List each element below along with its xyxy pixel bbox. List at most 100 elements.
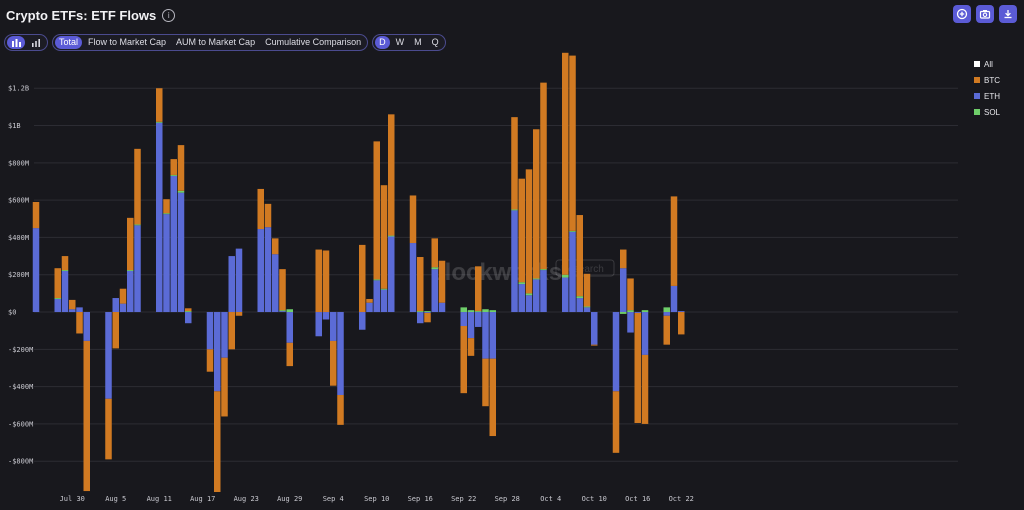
bar-segment-sol bbox=[482, 309, 489, 313]
bar-segment-btc bbox=[235, 312, 243, 316]
bar-group bbox=[489, 310, 496, 437]
bar-segment-btc bbox=[460, 326, 467, 394]
bar-group bbox=[286, 309, 293, 367]
bar-group bbox=[417, 257, 424, 324]
bar-segment-eth bbox=[112, 298, 119, 313]
bar-segment-btc bbox=[670, 196, 678, 286]
bar-segment-sol bbox=[460, 307, 467, 313]
bar-group bbox=[61, 256, 69, 313]
bar-segment-btc bbox=[163, 199, 170, 214]
bar-group bbox=[127, 217, 134, 313]
controls-row: Total Flow to Market Cap AUM to Market C… bbox=[4, 34, 446, 51]
bar-segment-btc bbox=[112, 312, 119, 349]
download-icon[interactable] bbox=[999, 5, 1017, 23]
bar-group bbox=[424, 311, 431, 323]
bar-segment-eth bbox=[257, 229, 264, 313]
bar-segment-sol bbox=[61, 270, 69, 271]
bar-segment-sol bbox=[177, 190, 185, 193]
bar-segment-eth bbox=[279, 311, 286, 313]
bar-segment-btc bbox=[663, 315, 670, 345]
bar-group bbox=[663, 307, 670, 345]
bar-segment-eth bbox=[366, 302, 373, 313]
bar-segment-btc bbox=[634, 312, 641, 423]
x-tick-label: Aug 29 bbox=[277, 495, 302, 503]
bar-group bbox=[620, 249, 627, 314]
bar-segment-sol bbox=[627, 310, 634, 313]
bar-group bbox=[322, 250, 330, 320]
bar-segment-btc bbox=[540, 82, 547, 270]
bar-segment-eth bbox=[627, 312, 634, 333]
bar-segment-sol bbox=[424, 311, 431, 313]
bar-segment-eth bbox=[105, 312, 112, 399]
bar-segment-btc bbox=[438, 260, 446, 303]
bar-segment-eth bbox=[337, 312, 344, 396]
legend-item-all[interactable]: All bbox=[974, 56, 1000, 72]
tab-cumulative-comparison[interactable]: Cumulative Comparison bbox=[265, 37, 362, 47]
bar-segment-btc bbox=[612, 391, 620, 453]
bar-segment-eth bbox=[518, 284, 525, 313]
legend-item-eth[interactable]: ETH bbox=[974, 88, 1000, 104]
bar-segment-btc bbox=[286, 342, 293, 367]
bar-segment-btc bbox=[119, 288, 127, 304]
bar-segment-sol bbox=[533, 278, 540, 280]
etf-flows-chart[interactable]: -$800M -$600M -$400M -$200M $0 $200M $400M $600… bbox=[0, 50, 970, 510]
period-monthly[interactable]: M bbox=[414, 37, 422, 47]
bar-group bbox=[475, 266, 482, 327]
tab-total[interactable]: Total bbox=[55, 36, 83, 49]
bar-segment-sol bbox=[511, 209, 518, 211]
bar-segment-btc bbox=[83, 340, 90, 492]
bar-segment-sol bbox=[380, 288, 388, 290]
bar-segment-btc bbox=[518, 178, 525, 283]
bar-group bbox=[569, 55, 576, 313]
bar-segment-sol bbox=[467, 310, 475, 313]
bar-segment-sol bbox=[489, 310, 496, 313]
add-circle-icon[interactable] bbox=[953, 5, 971, 23]
toolbar-actions bbox=[953, 5, 1017, 23]
tab-flow-to-market-cap[interactable]: Flow to Market Cap bbox=[88, 37, 167, 47]
chart-legend: All BTC ETH SOL bbox=[974, 56, 1000, 120]
x-tick-label: Sep 16 bbox=[408, 495, 433, 503]
watermark-logo: blockworks bbox=[430, 259, 562, 286]
bar-segment-btc bbox=[511, 117, 518, 210]
bar-group bbox=[627, 278, 634, 333]
y-tick-label: -$200M bbox=[8, 346, 33, 354]
bar-segment-btc bbox=[424, 312, 431, 323]
tab-aum-to-market-cap[interactable]: AUM to Market Cap bbox=[176, 37, 256, 47]
bar-segment-eth bbox=[482, 312, 489, 359]
bar-group bbox=[366, 298, 373, 313]
bar-segment-btc bbox=[380, 185, 388, 289]
bar-group bbox=[533, 129, 540, 313]
bar-group bbox=[272, 238, 279, 313]
legend-item-btc[interactable]: BTC bbox=[974, 72, 1000, 88]
bar-chart-icon[interactable] bbox=[7, 36, 25, 49]
period-weekly[interactable]: W bbox=[395, 37, 405, 47]
bar-segment-btc bbox=[431, 238, 438, 268]
bar-segment-sol bbox=[518, 282, 525, 285]
x-tick-label: Sep 22 bbox=[451, 495, 476, 503]
legend-item-sol[interactable]: SOL bbox=[974, 104, 1000, 120]
bar-group bbox=[257, 188, 264, 313]
bar-segment-sol bbox=[576, 296, 583, 299]
bar-group bbox=[105, 312, 112, 460]
bar-group bbox=[206, 312, 214, 372]
bar-group bbox=[112, 298, 119, 349]
bar-segment-btc bbox=[525, 169, 533, 294]
period-quarterly[interactable]: Q bbox=[431, 37, 439, 47]
bar-segment-btc bbox=[228, 312, 235, 350]
period-daily[interactable]: D bbox=[375, 36, 390, 49]
bar-segment-sol bbox=[279, 310, 286, 312]
bar-group bbox=[185, 308, 192, 324]
camera-icon[interactable] bbox=[976, 5, 994, 23]
bar-group bbox=[235, 248, 243, 316]
bar-group bbox=[678, 311, 685, 335]
bar-group bbox=[214, 312, 221, 492]
bar-group bbox=[482, 309, 489, 407]
y-tick-label: -$400M bbox=[8, 383, 33, 391]
bar-segment-eth bbox=[272, 254, 279, 313]
bar-segment-btc bbox=[330, 340, 337, 386]
info-icon[interactable]: i bbox=[162, 8, 176, 22]
bar-group bbox=[119, 288, 127, 313]
bar-group bbox=[163, 199, 170, 313]
bar-group bbox=[511, 117, 518, 313]
stacked-bar-icon[interactable] bbox=[27, 36, 45, 49]
